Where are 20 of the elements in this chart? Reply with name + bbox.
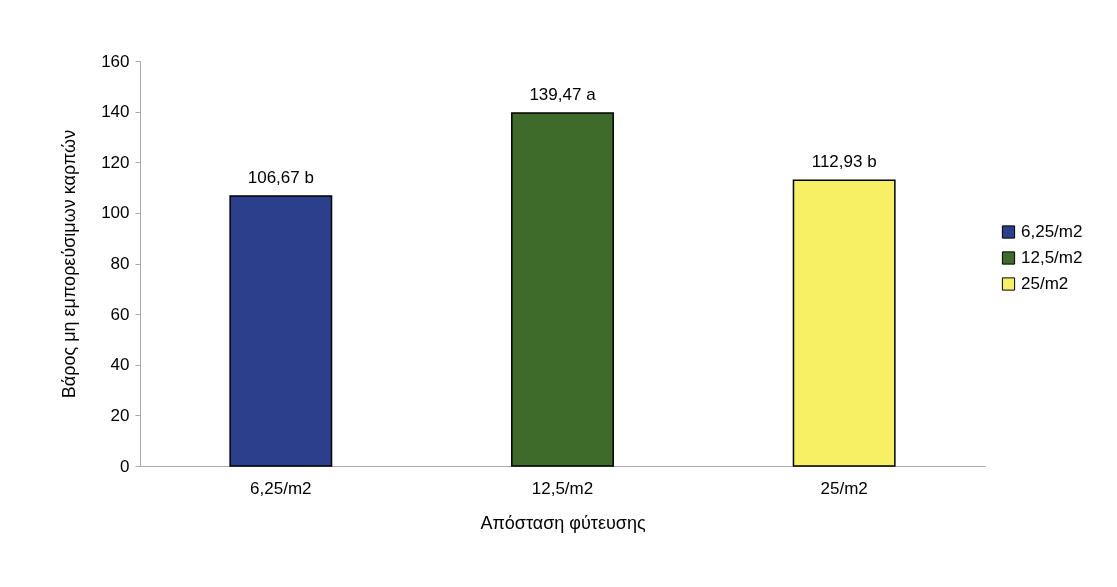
y-tick-label: 140 bbox=[101, 102, 130, 122]
x-tick-label: 6,25/m2 bbox=[250, 478, 312, 498]
y-tick-label: 160 bbox=[101, 51, 130, 71]
y-tick-label: 20 bbox=[110, 405, 130, 425]
y-tick-label: 60 bbox=[110, 304, 130, 324]
x-tick-label: 25/m2 bbox=[820, 478, 868, 498]
legend-label: 25/m2 bbox=[1021, 274, 1069, 293]
data-label: 106,67 b bbox=[247, 167, 314, 187]
legend-label: 12,5/m2 bbox=[1021, 248, 1083, 267]
x-tick-label: 12,5/m2 bbox=[531, 478, 594, 498]
y-tick-label: 40 bbox=[110, 355, 130, 375]
legend-label: 6,25/m2 bbox=[1021, 222, 1083, 241]
data-label: 139,47 a bbox=[529, 84, 597, 104]
y-tick-label: 120 bbox=[101, 152, 130, 172]
y-axis-title: Βάρος μη εμπορεύσιμων καρπών bbox=[59, 129, 80, 399]
y-tick-label: 80 bbox=[110, 254, 130, 273]
x-axis-title: Απόσταση φύτευσης bbox=[480, 512, 646, 533]
y-tick-label: 100 bbox=[101, 203, 130, 223]
y-tick-label: 0 bbox=[120, 456, 130, 476]
data-label: 112,93 b bbox=[811, 152, 877, 172]
